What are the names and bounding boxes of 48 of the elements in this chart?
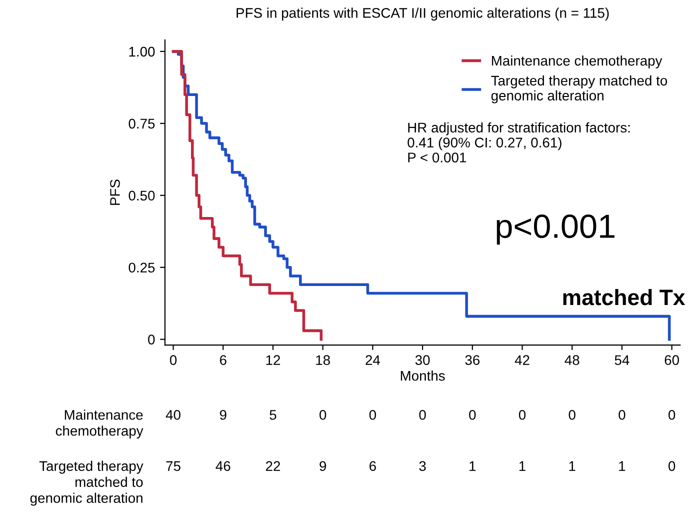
text: 1 bbox=[569, 461, 576, 471]
text: 0 bbox=[518, 410, 526, 420]
y-axis-title: PFS bbox=[110, 180, 120, 205]
y-tick-label: 1.00 bbox=[129, 46, 155, 57]
text: 0 bbox=[419, 410, 426, 420]
text: 5 bbox=[270, 410, 276, 420]
text: 3 bbox=[419, 461, 426, 471]
x-tick-label: 24 bbox=[366, 355, 380, 365]
legend-label: Targeted therapy matched to genomic alteration bbox=[491, 75, 668, 104]
y-tick-label: 0.75 bbox=[128, 118, 155, 129]
x-tick-label: 42 bbox=[514, 355, 530, 365]
text: 1 bbox=[619, 461, 626, 471]
text: 75 bbox=[166, 461, 180, 471]
y-tick-label: 0.25 bbox=[128, 262, 155, 273]
text: 1 bbox=[470, 461, 476, 471]
annotation: HR adjusted for stratification factors: 0.41 (90% CI: 0.27, 0.61) P < 0.001 bbox=[408, 122, 630, 162]
x-axis-title: Months bbox=[400, 370, 445, 381]
x-tick-label: 60 bbox=[664, 355, 679, 366]
text: Maintenance chemotherapy bbox=[56, 410, 144, 439]
legend-label: Maintenance chemotherapy bbox=[492, 55, 662, 68]
text: 9 bbox=[220, 410, 226, 420]
annotation: matched Tx bbox=[563, 288, 686, 306]
chart-title: PFS in patients with ESCAT I/II genomic alterations (n = 115) bbox=[236, 8, 609, 21]
y-tick-label: 0 bbox=[148, 334, 155, 344]
y-tick-label: 0.50 bbox=[128, 190, 155, 201]
text: 0 bbox=[320, 410, 326, 420]
text: Targeted therapy matched to genomic alteration bbox=[30, 460, 144, 506]
x-tick-label: 6 bbox=[220, 355, 226, 366]
text: 46 bbox=[216, 461, 230, 471]
text: 6 bbox=[370, 461, 376, 471]
text: 0 bbox=[369, 410, 376, 420]
x-tick-label: 54 bbox=[614, 355, 630, 366]
text: 22 bbox=[266, 461, 280, 471]
text: 40 bbox=[166, 410, 180, 420]
annotation: p<0.001 bbox=[496, 214, 614, 245]
text: 0 bbox=[568, 410, 576, 420]
text: 0 bbox=[469, 410, 476, 420]
text: 0 bbox=[618, 410, 626, 420]
x-tick-label: 0 bbox=[170, 355, 177, 366]
x-tick-label: 36 bbox=[465, 355, 480, 366]
x-tick-label: 18 bbox=[316, 355, 330, 366]
text: 1 bbox=[519, 461, 526, 471]
x-tick-label: 30 bbox=[415, 355, 430, 366]
x-tick-label: 12 bbox=[266, 355, 280, 365]
text: 9 bbox=[320, 461, 326, 471]
text: 0 bbox=[668, 461, 676, 471]
x-tick-label: 48 bbox=[564, 355, 580, 366]
text: 0 bbox=[668, 410, 676, 420]
